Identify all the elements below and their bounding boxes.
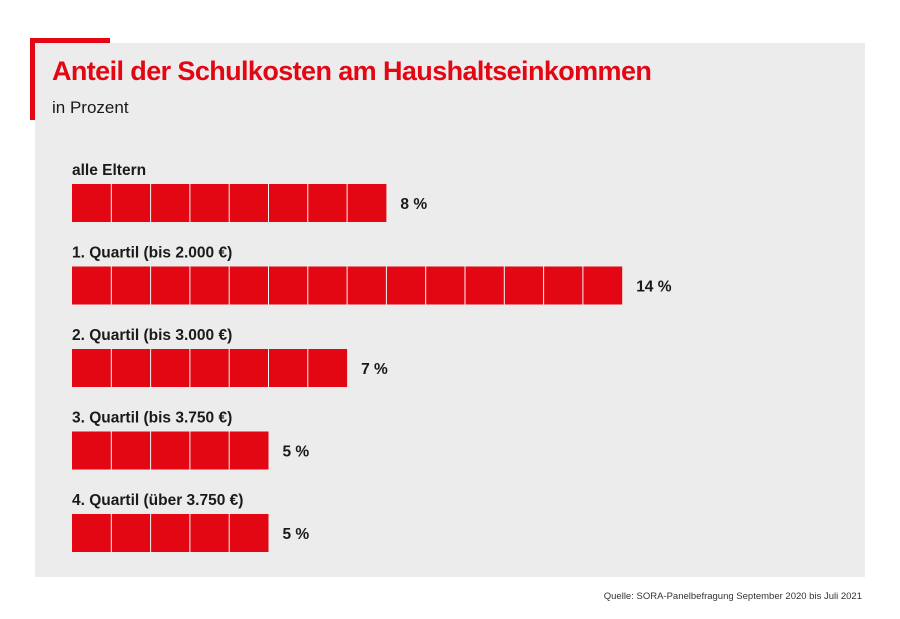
bar-group-4: 4. Quartil (über 3.750 €) 5 % (72, 492, 309, 552)
category-label: alle Eltern (72, 162, 146, 179)
chart-subtitle: in Prozent (52, 98, 129, 117)
category-label: 3. Quartil (bis 3.750 €) (72, 410, 232, 427)
bar-group-3: 3. Quartil (bis 3.750 €) 5 % (72, 410, 309, 470)
accent-bar-horizontal (30, 38, 110, 43)
value-label: 7 % (361, 361, 388, 378)
bar (72, 514, 269, 552)
source-note: Quelle: SORA-Panelbefragung September 20… (603, 591, 862, 602)
accent-bar-vertical (30, 38, 35, 120)
bar-group-2: 2. Quartil (bis 3.000 €) 7 % (72, 327, 388, 387)
bar (72, 431, 269, 470)
chart-panel (35, 43, 865, 577)
value-label: 8 % (400, 196, 427, 213)
chart-title: Anteil der Schulkosten am Haushaltseinko… (52, 56, 652, 86)
value-label: 5 % (283, 444, 310, 461)
bar-group-0: alle Eltern 8 % (72, 162, 427, 222)
category-label: 1. Quartil (bis 2.000 €) (72, 245, 232, 262)
value-label: 5 % (283, 526, 310, 543)
value-label: 14 % (636, 279, 672, 296)
category-label: 4. Quartil (über 3.750 €) (72, 492, 243, 509)
bar-group-1: 1. Quartil (bis 2.000 €) 14 % (72, 245, 672, 305)
category-label: 2. Quartil (bis 3.000 €) (72, 327, 232, 344)
bar (72, 349, 348, 387)
